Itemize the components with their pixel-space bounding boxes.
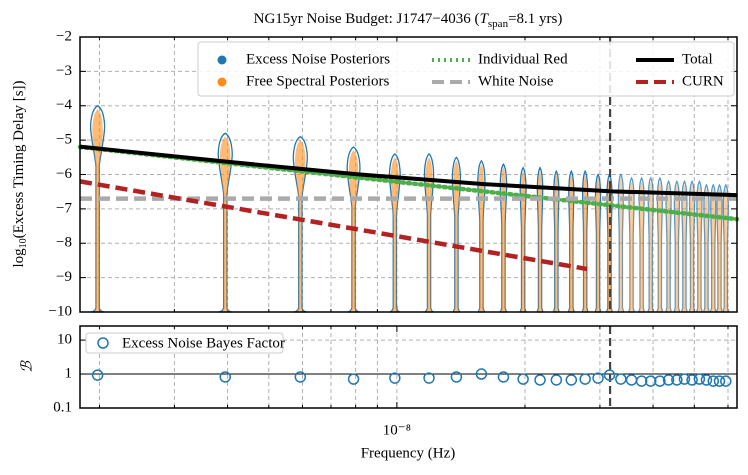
point	[707, 375, 719, 387]
point	[625, 374, 638, 386]
point	[720, 375, 732, 387]
plot-frame	[79, 36, 738, 313]
x-axis-label: Frequency (Hz)	[361, 445, 456, 461]
point	[579, 373, 591, 385]
y-tick-label: −6	[56, 166, 72, 182]
x-tick-label: 10⁻⁸	[383, 422, 411, 438]
violin	[553, 174, 559, 312]
point	[565, 374, 578, 386]
point	[671, 374, 683, 386]
line-3	[79, 179, 588, 272]
legend-label: Total	[682, 51, 713, 67]
ylabel-part: (Excess Timing Delay [s])	[11, 80, 27, 238]
violin	[478, 164, 485, 312]
line-2	[79, 144, 738, 198]
y-axis-label: ℬ	[19, 360, 35, 373]
point	[678, 373, 691, 385]
violin	[390, 157, 399, 312]
legend-marker	[97, 337, 109, 349]
ylabel-part: log	[11, 248, 27, 268]
title-part: span	[488, 18, 509, 30]
point	[615, 373, 627, 385]
legend-label: Excess Noise Posteriors	[246, 51, 390, 67]
point	[91, 369, 104, 381]
y-tick-label: −10	[49, 303, 72, 319]
violin	[582, 174, 588, 312]
y-tick-label: −4	[56, 97, 72, 113]
title-part: T	[480, 11, 490, 27]
violin	[682, 184, 687, 312]
legend-label: Individual Red	[478, 51, 568, 67]
legend-label: CURN	[682, 73, 724, 89]
violin	[348, 150, 359, 312]
violin	[219, 136, 231, 312]
violin	[425, 157, 433, 312]
legend-label: Free Spectral Posteriors	[246, 73, 389, 89]
point	[497, 371, 510, 383]
violin	[648, 181, 654, 312]
legend-box	[197, 41, 735, 97]
violin	[618, 177, 624, 312]
y-tick-label: −7	[56, 200, 72, 216]
point	[644, 375, 657, 387]
violin	[537, 171, 543, 312]
chart-title: NG15yr Noise Budget: J1747−4036 (Tspan=8…	[254, 11, 563, 29]
point	[603, 369, 616, 381]
point	[700, 374, 713, 386]
point	[686, 374, 698, 386]
point	[662, 374, 675, 386]
violin	[657, 181, 663, 312]
y-tick-label: 0.1	[53, 399, 72, 415]
violin	[595, 177, 601, 312]
y-tick-label: 10	[57, 332, 72, 348]
point	[635, 375, 648, 387]
point	[347, 373, 360, 385]
violin	[629, 181, 634, 312]
legend-label: White Noise	[478, 73, 554, 89]
y-tick-label: −5	[56, 132, 72, 148]
point	[450, 371, 463, 383]
point	[693, 373, 706, 385]
ylabel-part: 10	[18, 238, 29, 248]
y-tick-label: −3	[56, 63, 72, 79]
legend-label: Excess Noise Bayes Factor	[122, 335, 285, 351]
point	[592, 372, 604, 384]
violin	[92, 109, 103, 312]
point	[534, 374, 546, 386]
point	[713, 375, 726, 387]
violin	[500, 167, 507, 312]
violin	[689, 184, 695, 312]
y-tick-label: 1	[65, 365, 73, 381]
point	[550, 374, 563, 386]
point	[517, 373, 529, 385]
point	[219, 371, 231, 383]
title-part: NG15yr Noise Budget: J1747−4036 (	[254, 11, 480, 27]
point	[389, 372, 401, 384]
violin	[666, 184, 671, 312]
title-part: =8.1 yrs)	[508, 11, 562, 27]
y-tick-label: −2	[56, 28, 72, 44]
point	[654, 375, 666, 387]
violin	[520, 171, 526, 312]
legend-marker	[217, 55, 227, 65]
violin	[674, 184, 680, 312]
legend-marker	[217, 77, 227, 87]
plot-frame	[79, 325, 738, 409]
y-axis-label: log10(Excess Timing Delay [s])	[11, 80, 29, 267]
legend-box	[85, 332, 284, 354]
violin	[639, 181, 644, 312]
point	[423, 372, 435, 384]
violin	[295, 140, 306, 312]
point	[294, 371, 307, 383]
y-tick-label: −8	[56, 235, 72, 251]
violin	[568, 174, 574, 312]
violin	[710, 188, 716, 312]
violin	[453, 160, 460, 312]
point	[475, 368, 488, 380]
violin	[704, 188, 709, 312]
y-tick-label: −9	[56, 269, 72, 285]
